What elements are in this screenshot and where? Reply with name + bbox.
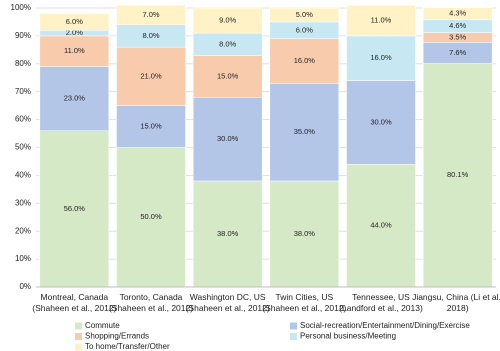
legend-swatch	[75, 322, 82, 330]
bar-segment	[192, 97, 263, 182]
bar-segment	[116, 46, 186, 106]
bar-segment	[192, 7, 263, 34]
legend-swatch	[290, 322, 297, 330]
bar-segment	[116, 105, 186, 148]
y-tick-label: 30%	[15, 198, 31, 207]
bar-segment	[269, 7, 340, 23]
value-label: 11.0%	[64, 46, 85, 55]
value-label: 6.0%	[296, 25, 313, 34]
value-label: 50.0%	[140, 212, 162, 221]
value-label: 8.0%	[142, 31, 159, 40]
value-label: 38.0%	[294, 229, 316, 238]
x-tick-label: Washington DC, US (Shaheen et al., 2012)	[186, 292, 270, 313]
value-label: 8.0%	[219, 39, 236, 48]
bar-segment	[269, 38, 340, 84]
value-label: 21.0%	[140, 71, 162, 80]
value-label: 16.0%	[294, 56, 316, 65]
legend-label: To home/Transfer/Other	[85, 342, 170, 351]
value-label: 2.0%	[66, 28, 83, 37]
bar-segment	[116, 147, 186, 288]
y-tick-label: 70%	[15, 87, 31, 96]
x-tick-label: Montreal, Canada (Shaheen et al., 2012)	[32, 292, 116, 313]
bar-segment	[39, 130, 110, 288]
value-label: 4.6%	[449, 21, 466, 30]
bar-segment	[192, 55, 263, 98]
bar-segment	[346, 80, 416, 165]
y-tick-label: 60%	[15, 115, 31, 124]
value-label: 15.0%	[140, 122, 162, 131]
bar-segment	[269, 180, 340, 288]
y-tick-label: 20%	[15, 226, 31, 235]
x-tick-label: Jiangsu, China (Li et al., 2018)	[412, 292, 500, 313]
bar-segment	[39, 13, 110, 31]
bar-segment	[422, 63, 493, 288]
y-tick-label: 90%	[15, 31, 31, 40]
value-label: 9.0%	[219, 16, 236, 25]
x-tick-label: Twin Cities, US (Shaheen et al., 2012)	[262, 292, 346, 313]
value-label: 7.0%	[142, 10, 159, 19]
y-tick-label: 80%	[15, 59, 31, 68]
value-label: 15.0%	[217, 71, 239, 80]
x-tick-label: Tennessee, US (Landford et al., 2013)	[339, 292, 423, 313]
y-tick-label: 40%	[15, 171, 31, 180]
bar-segment	[346, 163, 416, 288]
value-label: 16.0%	[370, 53, 392, 62]
value-label: 44.0%	[370, 221, 392, 230]
bar-segment	[39, 66, 110, 132]
legend-swatch	[75, 333, 82, 340]
value-label: 3.5%	[449, 32, 466, 41]
bar-segment	[269, 83, 340, 182]
value-label: 7.6%	[449, 48, 466, 57]
y-tick-label: 50%	[15, 143, 31, 152]
x-tick-label: Toronto, Canada (Shaheen et al., 2012)	[109, 292, 193, 313]
value-label: 38.0%	[217, 229, 239, 238]
legend-label: Commute	[85, 321, 120, 330]
bar-segment	[346, 4, 416, 37]
y-tick-label: 100%	[11, 3, 31, 12]
legend-label: Personal business/Meeting	[300, 332, 396, 341]
value-label: 6.0%	[66, 17, 83, 26]
value-label: 5.0%	[296, 10, 313, 19]
value-label: 80.1%	[447, 170, 469, 179]
value-label: 56.0%	[64, 204, 86, 213]
legend-swatch	[290, 333, 297, 340]
legend-label: Shopping/Errands	[85, 332, 149, 341]
bar-segment	[192, 180, 263, 288]
value-label: 35.0%	[294, 127, 316, 136]
value-label: 11.0%	[371, 16, 392, 25]
bar-segment	[116, 4, 186, 25]
bar-segment	[422, 7, 493, 20]
value-label: 30.0%	[370, 117, 392, 126]
legend-swatch	[75, 343, 82, 351]
bar-segment	[346, 35, 416, 81]
legend-label: Social-recreation/Entertainment/Dining/E…	[300, 321, 470, 330]
value-label: 4.3%	[449, 9, 466, 18]
y-tick-label: 10%	[15, 254, 31, 263]
y-tick-label: 0%	[19, 282, 31, 291]
bar-segment	[39, 35, 110, 67]
value-label: 23.0%	[64, 94, 86, 103]
value-label: 30.0%	[217, 134, 239, 143]
